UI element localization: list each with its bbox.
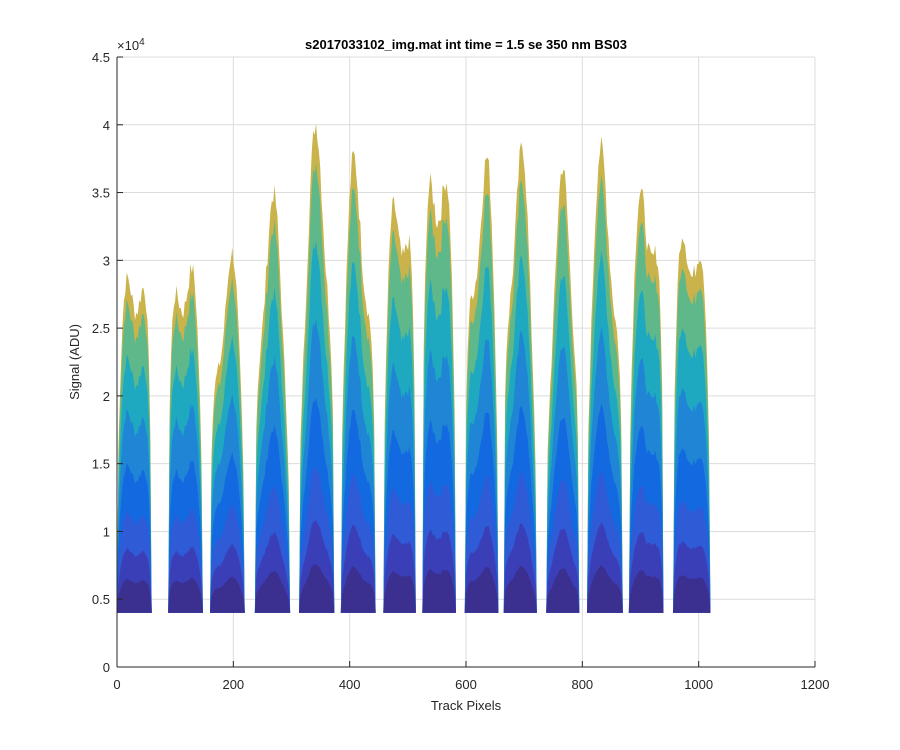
y-tick-labels: 0 0.5 1 1.5 2 2.5 3 3.5 4 4.5	[92, 50, 110, 675]
axes-layer	[116, 56, 816, 668]
x-tick-label: 600	[455, 677, 477, 692]
y-tick-label: 1	[103, 524, 110, 539]
track-area	[546, 170, 581, 613]
chart-title: s2017033102_img.mat int time = 1.5 se 35…	[305, 37, 627, 52]
y-tick-label: 0	[103, 660, 110, 675]
track-band-7	[628, 570, 665, 613]
x-tick-label: 400	[339, 677, 361, 692]
track-band-7	[210, 576, 247, 613]
track-band-7	[254, 570, 292, 613]
track-area	[117, 272, 154, 613]
y-tick-label: 2	[103, 389, 110, 404]
track-area	[340, 150, 377, 613]
y-tick-label: 4.5	[92, 50, 110, 65]
track-band-7	[168, 577, 205, 613]
track-area	[299, 123, 336, 613]
track-area	[168, 263, 205, 613]
track-band-7	[340, 566, 377, 613]
y-tick-label: 3	[103, 253, 110, 268]
track-band-7	[383, 571, 418, 613]
y-tick-label: 2.5	[92, 321, 110, 336]
track-area	[628, 189, 665, 613]
track-area	[422, 172, 458, 613]
track-band-7	[299, 563, 336, 613]
y-tick-label: 3.5	[92, 186, 110, 201]
track-band-7	[422, 568, 458, 613]
track-band-7	[503, 565, 539, 613]
track-area	[673, 238, 712, 613]
track-band-7	[117, 578, 154, 613]
x-axis-label: Track Pixels	[431, 698, 502, 713]
track-area	[503, 142, 539, 613]
track-area	[587, 136, 625, 613]
x-tick-label: 0	[113, 677, 120, 692]
track-band-7	[587, 565, 625, 613]
y-tick-label: 0.5	[92, 592, 110, 607]
y-exponent-label: ×104	[117, 37, 145, 53]
y-axis-label: Signal (ADU)	[67, 324, 82, 400]
x-tick-labels: 0 200 400 600 800 1000 1200	[113, 677, 829, 692]
x-tick-label: 800	[571, 677, 593, 692]
track-area	[210, 247, 247, 613]
track-area	[464, 157, 500, 613]
x-tick-label: 1000	[684, 677, 713, 692]
track-band-7	[546, 568, 581, 613]
y-tick-label: 4	[103, 118, 110, 133]
track-area	[383, 196, 418, 613]
series-layer	[117, 123, 712, 613]
track-band-7	[464, 567, 500, 613]
track-band-7	[673, 575, 712, 613]
y-tick-label: 1.5	[92, 457, 110, 472]
track-area	[254, 184, 292, 613]
x-tick-label: 1200	[801, 677, 830, 692]
x-tick-label: 200	[222, 677, 244, 692]
